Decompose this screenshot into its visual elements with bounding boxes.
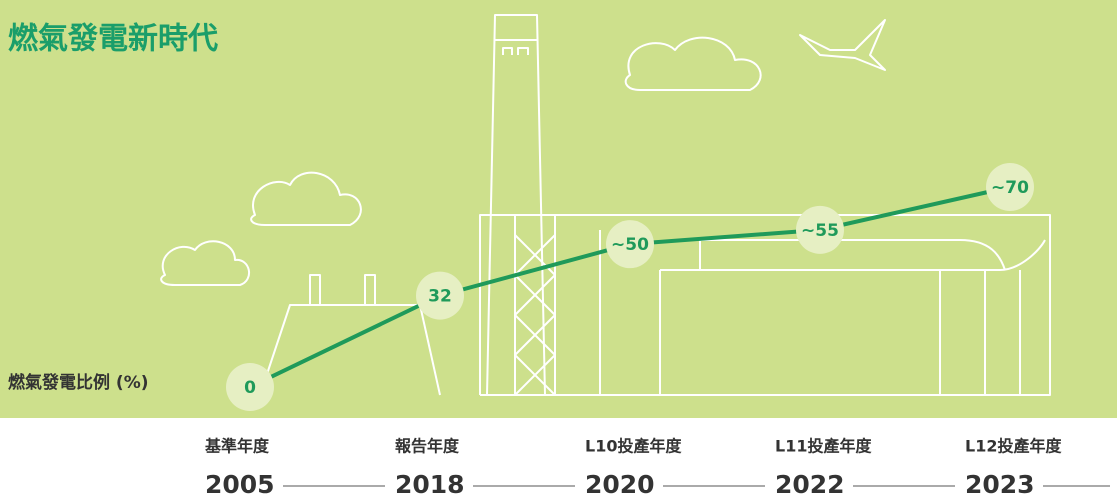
x-tick-label: 2020 (585, 470, 655, 499)
data-label: 32 (428, 287, 452, 307)
data-label: ~50 (611, 235, 649, 255)
x-tick-sublabel: L12投產年度 (965, 437, 1062, 456)
x-tick-label: 2005 (205, 470, 275, 499)
x-tick-sublabel: 基準年度 (204, 437, 270, 456)
y-axis-label: 燃氣發電比例 (%) (8, 372, 149, 393)
data-label: ~70 (991, 178, 1029, 198)
x-tick-sublabel: L10投產年度 (585, 437, 682, 456)
data-label: 0 (244, 378, 256, 398)
x-tick-sublabel: 報告年度 (395, 437, 460, 456)
chart: 燃氣發電新時代 燃氣發電比例 (%) 0 32 ~50 ~55 ~70 基準年度 2005 報… (0, 0, 1117, 503)
x-tick-label: 2023 (965, 470, 1035, 499)
page: {"chart_data": { "type": "line", "title"… (0, 0, 1117, 503)
x-tick-sublabel: L11投產年度 (775, 437, 872, 456)
x-tick-label: 2022 (775, 470, 845, 499)
background (0, 0, 1117, 418)
data-label: ~55 (801, 221, 839, 241)
chart-title: 燃氣發電新時代 (8, 22, 218, 57)
x-tick-label: 2018 (395, 470, 465, 499)
